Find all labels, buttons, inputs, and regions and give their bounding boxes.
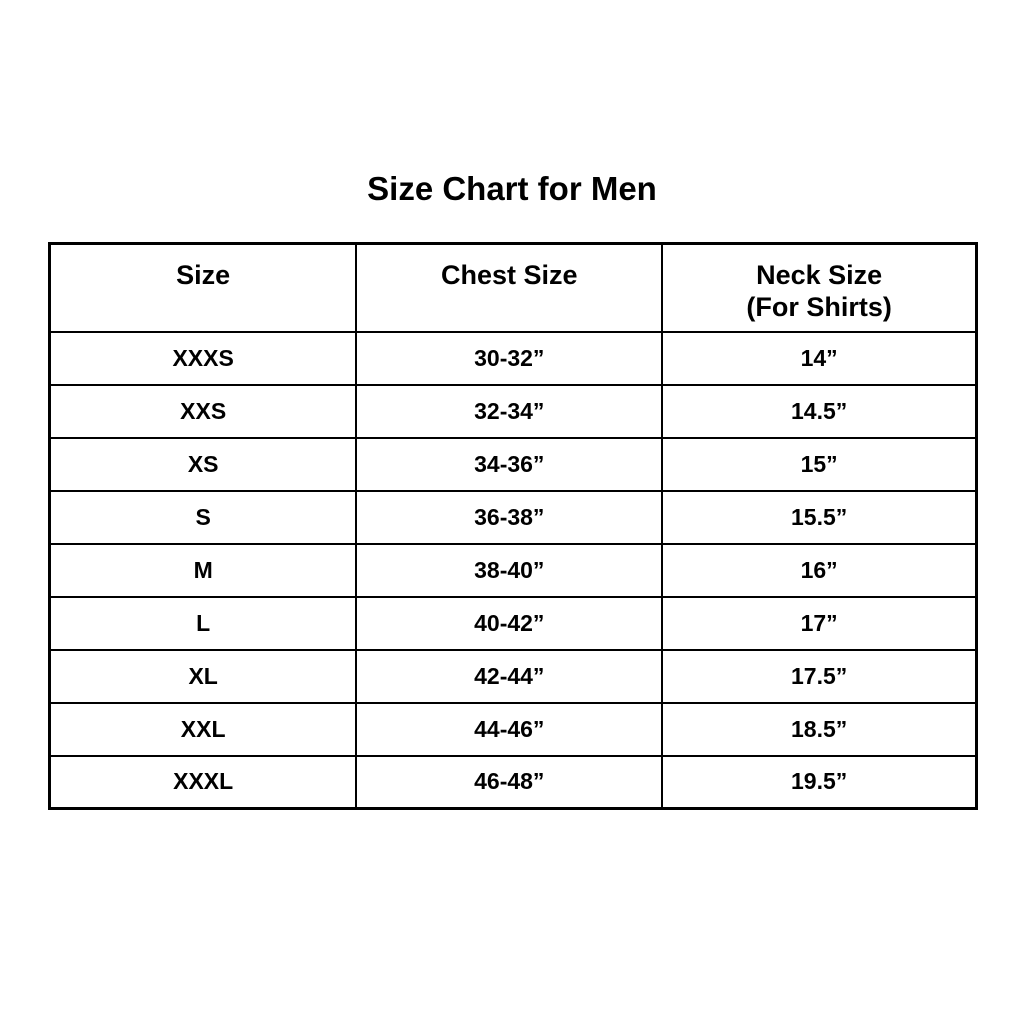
cell-chest: 44-46” <box>355 701 664 757</box>
table-row: XXL 44-46” 18.5” <box>48 701 978 757</box>
neck-size-sublabel: (For Shirts) <box>746 292 892 322</box>
cell-neck: 15.5” <box>661 489 978 545</box>
cell-neck: 19.5” <box>661 754 978 810</box>
cell-size: XS <box>48 436 358 492</box>
table-row: XS 34-36” 15” <box>48 436 978 492</box>
page-title: Size Chart for Men <box>367 170 657 207</box>
cell-chest: 42-44” <box>355 648 664 704</box>
table-row: XL 42-44” 17.5” <box>48 648 978 704</box>
cell-size: S <box>48 489 358 545</box>
column-header-neck-size: Neck Size (For Shirts) <box>661 242 978 333</box>
cell-chest: 40-42” <box>355 595 664 651</box>
cell-neck: 17” <box>661 595 978 651</box>
cell-chest: 34-36” <box>355 436 664 492</box>
table-row: XXXS 30-32” 14” <box>48 330 978 386</box>
cell-chest: 38-40” <box>355 542 664 598</box>
cell-size: XL <box>48 648 358 704</box>
cell-chest: 32-34” <box>355 383 664 439</box>
table-row: S 36-38” 15.5” <box>48 489 978 545</box>
column-header-chest-size: Chest Size <box>355 242 664 333</box>
cell-size: XXXS <box>48 330 358 386</box>
table-header-row: Size Chest Size Neck Size (For Shirts) <box>48 242 978 333</box>
table-row: L 40-42” 17” <box>48 595 978 651</box>
cell-size: XXL <box>48 701 358 757</box>
cell-chest: 46-48” <box>355 754 664 810</box>
cell-neck: 14.5” <box>661 383 978 439</box>
cell-neck: 18.5” <box>661 701 978 757</box>
table-row: M 38-40” 16” <box>48 542 978 598</box>
cell-neck: 17.5” <box>661 648 978 704</box>
neck-size-label: Neck Size <box>756 260 883 290</box>
cell-neck: 14” <box>661 330 978 386</box>
cell-neck: 16” <box>661 542 978 598</box>
cell-chest: 30-32” <box>355 330 664 386</box>
cell-chest: 36-38” <box>355 489 664 545</box>
column-header-size: Size <box>48 242 358 333</box>
cell-size: XXS <box>48 383 358 439</box>
cell-size: L <box>48 595 358 651</box>
table-row: XXS 32-34” 14.5” <box>48 383 978 439</box>
size-chart-table: Size Chest Size Neck Size (For Shirts) X… <box>48 242 978 810</box>
cell-size: XXXL <box>48 754 358 810</box>
cell-neck: 15” <box>661 436 978 492</box>
table-row: XXXL 46-48” 19.5” <box>48 754 978 810</box>
cell-size: M <box>48 542 358 598</box>
